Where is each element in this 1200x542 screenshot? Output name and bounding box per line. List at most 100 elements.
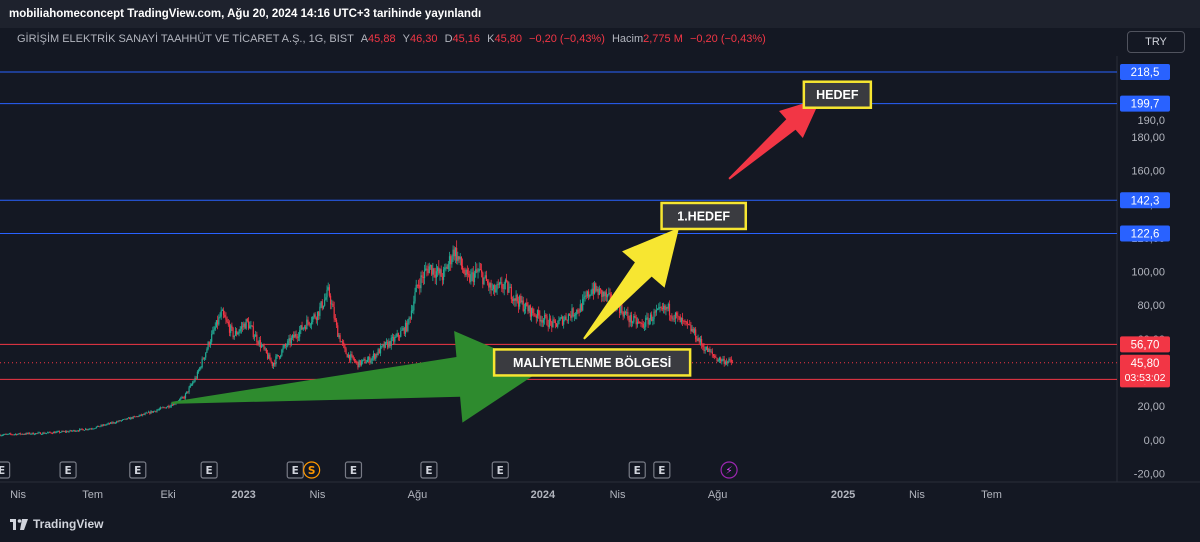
candle-body: [662, 305, 665, 310]
candle-body: [11, 434, 13, 435]
candle-body: [618, 305, 621, 314]
candle-body: [673, 318, 675, 320]
candle-body: [709, 349, 711, 352]
candle-body: [95, 426, 97, 429]
candle-body: [196, 371, 199, 379]
candle-body: [257, 341, 259, 345]
candle-body: [314, 314, 316, 318]
candle-body: [372, 354, 374, 358]
candle-body: [239, 328, 241, 332]
candle-body: [224, 314, 226, 318]
candle-body: [454, 247, 457, 257]
candle-body: [725, 361, 728, 364]
candle-body: [514, 298, 516, 301]
candle-body: [426, 268, 428, 270]
candle-body: [245, 319, 247, 329]
candle-body: [328, 287, 331, 296]
candle-body: [186, 391, 188, 394]
candle-body: [714, 355, 716, 358]
candle-body: [569, 314, 571, 316]
candle-body: [356, 361, 358, 363]
candle-body: [108, 423, 111, 425]
candle-body: [577, 309, 579, 312]
candle-body: [561, 317, 564, 325]
candle-body: [326, 289, 328, 298]
candle-body: [692, 328, 694, 333]
candle-body: [42, 432, 44, 435]
x-tick-label: Nis: [10, 489, 26, 501]
candle-body: [202, 358, 204, 360]
candle-body: [410, 310, 413, 319]
earnings-marker: [344, 461, 363, 479]
candle-body: [92, 428, 94, 430]
candle-body: [1, 435, 3, 436]
candle-body: [315, 317, 317, 321]
candle-body: [43, 432, 45, 434]
candle-body: [71, 430, 74, 432]
current-price-label: 45,80: [1131, 358, 1160, 370]
candle-body: [364, 359, 366, 364]
candle-body: [476, 269, 478, 272]
candle-body: [5, 433, 7, 435]
candle-body: [415, 284, 417, 293]
candle-body: [86, 428, 88, 430]
candle-body: [547, 325, 549, 327]
candle-body: [169, 406, 171, 408]
candle-body: [30, 433, 32, 435]
candle-body: [153, 410, 156, 412]
candle-body: [637, 321, 640, 323]
candle-body: [617, 302, 619, 306]
candle-body: [234, 331, 237, 336]
candle-body: [495, 289, 497, 293]
earnings-marker-label: E: [134, 465, 141, 477]
currency-button[interactable]: TRY: [1127, 31, 1185, 53]
candle-body: [711, 351, 713, 355]
candle-body: [270, 360, 272, 362]
candle-body: [130, 417, 132, 420]
candle-body: [416, 284, 418, 286]
candle-body: [500, 282, 502, 284]
candle-body: [549, 318, 552, 322]
candle-body: [96, 425, 99, 427]
low-value: 45,16: [452, 33, 481, 45]
candle-body: [698, 337, 700, 343]
candle-body: [643, 326, 646, 328]
earnings-marker: [491, 461, 509, 479]
candle-body: [397, 333, 399, 337]
candle-body: [507, 281, 509, 293]
candle-body: [236, 331, 238, 335]
high-value: 46,30: [409, 33, 438, 45]
candle-body: [388, 341, 390, 348]
candle-body: [646, 317, 648, 319]
candle-body: [100, 425, 102, 427]
candle-body: [258, 340, 260, 345]
candle-body: [18, 433, 20, 435]
candle-body: [680, 318, 682, 323]
candle-body: [576, 309, 578, 315]
candle-body: [672, 318, 674, 320]
dividend-bolt-marker-label: ⚡: [725, 465, 732, 477]
y-tick-label: 140,00: [1131, 199, 1165, 211]
candle-body: [127, 417, 130, 419]
candle-body: [79, 429, 81, 431]
candle-body: [632, 321, 634, 323]
candle-body: [93, 428, 95, 430]
candle-body: [125, 418, 127, 420]
candle-body: [212, 330, 214, 334]
candle-body: [180, 398, 182, 400]
candle-body: [170, 404, 172, 407]
candle-body: [250, 325, 252, 327]
candle-body: [344, 345, 346, 349]
candle-body: [31, 432, 33, 434]
candle-body: [201, 358, 203, 368]
candle-body: [2, 434, 5, 436]
candle-body: [58, 431, 61, 433]
candle-body: [252, 326, 254, 338]
candle-body: [501, 282, 503, 289]
candle-body: [276, 355, 278, 357]
candle-body: [316, 311, 319, 321]
candle-body: [222, 310, 225, 315]
candle-body: [393, 337, 395, 342]
candle-body: [593, 283, 596, 294]
